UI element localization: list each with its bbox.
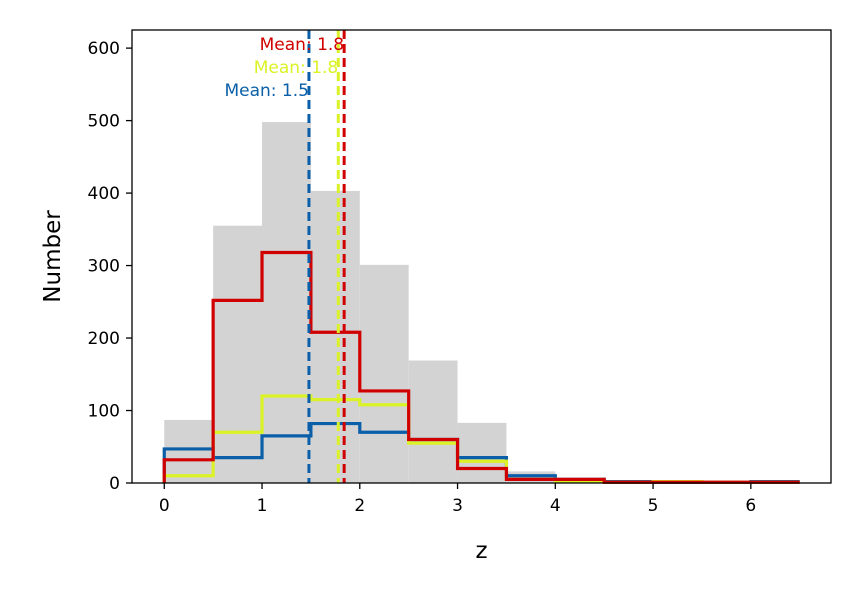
plot-frame <box>131 29 832 484</box>
histogram-bar <box>359 264 409 483</box>
mean-label: Mean: 1.5 <box>224 81 309 101</box>
y-axis-title: Number <box>40 210 66 303</box>
x-axis-title: z <box>475 538 487 564</box>
histogram-bar <box>164 419 214 483</box>
step-series <box>162 250 800 484</box>
x-tick-label: 0 <box>159 496 170 516</box>
y-tick-label: 100 <box>88 402 120 422</box>
mean-label: Mean: 1.8 <box>260 35 345 55</box>
x-tick-label: 1 <box>257 496 268 516</box>
mean-label: Mean: 1.8 <box>254 58 339 78</box>
x-tick-label: 2 <box>354 496 365 516</box>
histogram-bar <box>408 360 458 483</box>
x-tick-label: 3 <box>452 496 463 516</box>
background-bars <box>164 122 800 484</box>
histogram-bar <box>262 122 311 484</box>
y-tick-label: 600 <box>88 39 120 59</box>
y-tick-label: 400 <box>88 184 120 204</box>
step-series-line-3 <box>162 250 800 484</box>
y-tick-label: 300 <box>88 257 120 277</box>
y-axis: 0 100 200 300 400 500 600 <box>88 39 132 494</box>
x-tick-label: 4 <box>550 496 561 516</box>
y-tick-label: 0 <box>109 474 120 494</box>
histogram-bar <box>310 190 360 484</box>
x-axis: 0 1 2 3 4 5 6 <box>159 483 756 516</box>
y-tick-label: 200 <box>88 329 120 349</box>
x-tick-label: 5 <box>648 496 659 516</box>
x-tick-label: 6 <box>745 496 756 516</box>
y-tick-label: 500 <box>88 112 120 132</box>
histogram-bar <box>457 422 507 483</box>
histogram-bar <box>213 225 263 484</box>
mean-lines: Mean: 1.5 Mean: 1.8 Mean: 1.8 <box>224 30 346 483</box>
